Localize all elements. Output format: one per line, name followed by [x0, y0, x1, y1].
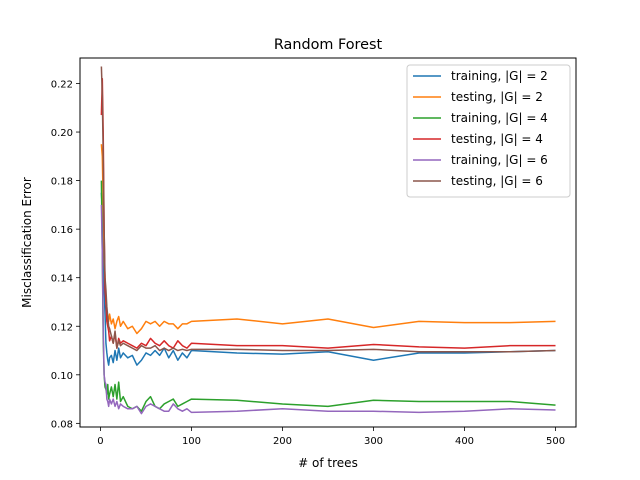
y-tick-label: 0.10 [51, 371, 73, 382]
x-tick-label: 0 [97, 436, 103, 447]
y-tick-label: 0.18 [51, 177, 73, 188]
plot-area [79, 57, 577, 428]
y-axis: 0.08 0.10 0.12 0.14 0.16 0.18 0.20 0.22 [51, 79, 80, 430]
x-axis-label: # of trees [298, 456, 358, 470]
legend-box [406, 64, 571, 198]
legend-label-3: training, |G| = 4 [451, 111, 548, 125]
series-line-4 [100, 77, 556, 349]
chart-title: Random Forest [274, 37, 383, 53]
x-tick-label: 500 [546, 436, 565, 447]
legend-label-5: training, |G| = 6 [451, 153, 548, 167]
x-tick-label: 100 [182, 436, 201, 447]
series-layer [100, 66, 556, 415]
series-line-1 [100, 192, 556, 366]
y-tick-label: 0.22 [51, 79, 73, 90]
series-line-6 [100, 66, 556, 353]
y-tick-label: 0.20 [51, 128, 73, 139]
x-tick-label: 400 [455, 436, 474, 447]
y-tick-label: 0.16 [51, 225, 73, 236]
legend-label-6: testing, |G| = 6 [451, 174, 543, 188]
y-tick-label: 0.14 [51, 274, 73, 285]
series-line-5 [100, 204, 556, 415]
legend-label-1: training, |G| = 2 [451, 69, 548, 83]
x-axis: 0 100 200 300 400 500 [97, 427, 565, 447]
legend-label-4: testing, |G| = 4 [451, 132, 543, 146]
y-tick-label: 0.12 [51, 322, 73, 333]
x-tick-label: 300 [364, 436, 383, 447]
legend-label-2: testing, |G| = 2 [451, 90, 543, 104]
y-axis-label: Misclassification Error [20, 177, 34, 308]
y-tick-label: 0.08 [51, 419, 73, 430]
x-tick-label: 200 [273, 436, 292, 447]
legend: training, |G| = 2 testing, |G| = 2 trainin… [406, 64, 571, 198]
